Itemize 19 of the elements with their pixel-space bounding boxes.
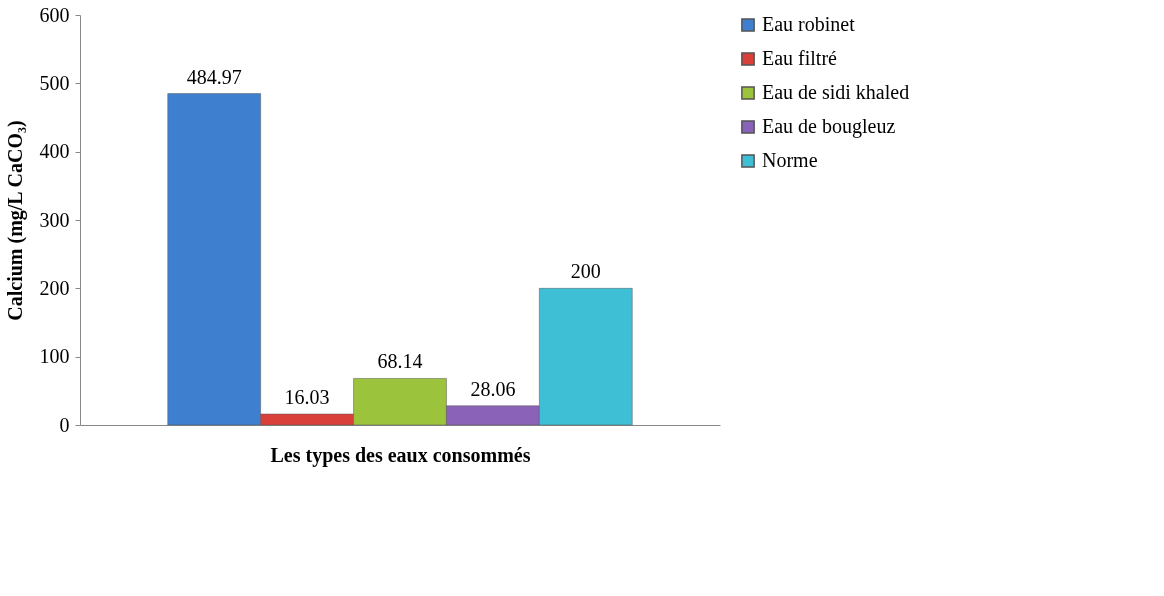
legend-label: Eau filtré: [762, 47, 838, 69]
data-label: 200: [570, 260, 601, 283]
y-axis-title: Calcium (mg/L CaCO₃): [3, 120, 27, 321]
data-label: 28.06: [470, 377, 516, 400]
data-label: 16.03: [284, 386, 330, 409]
y-tick-label: 0: [59, 413, 70, 436]
y-tick-label: 400: [39, 140, 70, 163]
data-label: 68.14: [377, 350, 423, 373]
y-tick-label: 200: [39, 276, 70, 299]
legend-label: Eau de bougleuz: [762, 115, 896, 138]
legend-label: Eau robinet: [762, 13, 856, 35]
x-axis-title: Les types des eaux consommés: [270, 443, 531, 467]
legend-label: Eau de sidi khaled: [762, 81, 910, 103]
y-tick-label: 500: [39, 71, 70, 94]
data-label: 484.97: [186, 65, 242, 88]
legend-label: Norme: [762, 149, 818, 171]
y-tick-label: 300: [39, 208, 70, 231]
y-tick-label: 600: [39, 3, 70, 26]
y-tick-label: 100: [39, 345, 70, 368]
